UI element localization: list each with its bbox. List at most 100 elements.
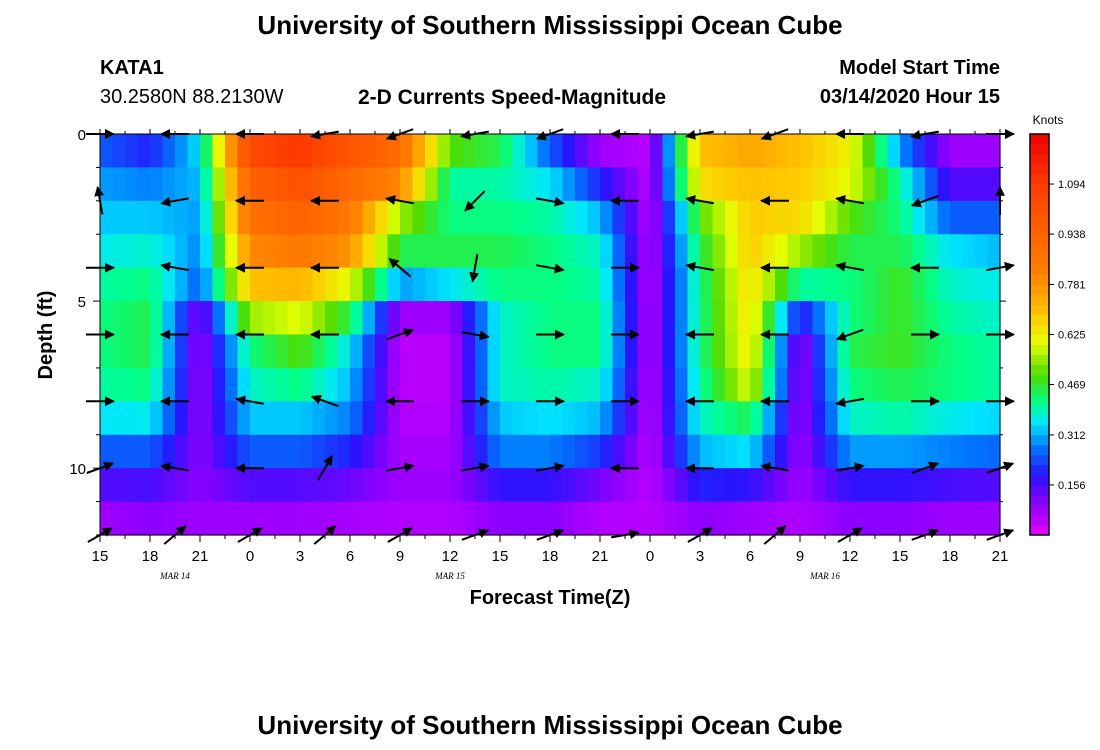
heatmap-cell [512, 367, 526, 402]
y-tick-label: 0 [78, 127, 86, 144]
heatmap-cell [137, 468, 151, 503]
heatmap-cell [387, 200, 401, 235]
heatmap-cell [350, 301, 364, 336]
heatmap-cell [500, 367, 514, 402]
heatmap-cell [275, 200, 289, 235]
heatmap-cell [237, 234, 251, 269]
y-tick-label: 10 [69, 461, 86, 478]
current-arrow [835, 328, 864, 341]
x-tick-label: 6 [346, 548, 354, 565]
heatmap-cell [862, 200, 876, 235]
heatmap-cell [412, 401, 426, 436]
colorbar-segment [1030, 474, 1049, 486]
heatmap-cell [300, 334, 314, 369]
heatmap-cell [850, 234, 864, 269]
heatmap-cell [362, 301, 376, 336]
heatmap-cell [550, 501, 564, 536]
heatmap-cell [887, 401, 901, 436]
heatmap-cell [550, 267, 564, 302]
current-arrow [461, 462, 490, 473]
x-tick-label: 6 [746, 548, 754, 565]
heatmap-cell [925, 267, 939, 302]
heatmap-cell [737, 301, 751, 336]
heatmap-cell [187, 468, 201, 503]
heatmap-cell [612, 501, 626, 536]
heatmap-cell [637, 200, 651, 235]
heatmap-cell [537, 501, 551, 536]
heatmap-cell [612, 134, 626, 169]
heatmap-cell [937, 334, 951, 369]
heatmap-cell [400, 434, 414, 469]
heatmap-cell [437, 134, 451, 169]
heatmap-cell [537, 200, 551, 235]
heatmap-cell [350, 267, 364, 302]
heatmap-cell [125, 234, 139, 269]
heatmap-cell [812, 401, 826, 436]
heatmap-cell [375, 334, 389, 369]
heatmap-cell [262, 134, 276, 169]
heatmap-cell [875, 367, 889, 402]
heatmap-cell [862, 401, 876, 436]
heatmap-cell [325, 234, 339, 269]
heatmap-cell [287, 200, 301, 235]
heatmap-cell [150, 501, 164, 536]
heatmap-cell [700, 367, 714, 402]
heatmap-cell [362, 167, 376, 202]
heatmap-cell [712, 501, 726, 536]
heatmap-cell [400, 334, 414, 369]
heatmap-cell [950, 367, 964, 402]
heatmap-cell [837, 301, 851, 336]
heatmap-cell [962, 301, 976, 336]
heatmap-cell [312, 167, 326, 202]
heatmap-cell [300, 468, 314, 503]
heatmap-cell [587, 200, 601, 235]
heatmap-cell [587, 434, 601, 469]
heatmap-cell [912, 301, 926, 336]
heatmap-cell [662, 134, 676, 169]
current-arrow [536, 196, 565, 207]
heatmap-cell [400, 468, 414, 503]
heatmap-cell [362, 367, 376, 402]
heatmap-cell [512, 434, 526, 469]
heatmap-cell [987, 334, 1001, 369]
heatmap-cell [437, 501, 451, 536]
heatmap-cell [100, 501, 114, 536]
heatmap-cell [825, 167, 839, 202]
heatmap-cell [287, 234, 301, 269]
heatmap-cell [737, 134, 751, 169]
heatmap-cell [262, 501, 276, 536]
heatmap-cell [687, 167, 701, 202]
heatmap-cell [875, 334, 889, 369]
x-tick-label: 18 [542, 548, 559, 565]
heatmap-cell [875, 501, 889, 536]
current-arrow [910, 195, 939, 208]
heatmap-cell [375, 267, 389, 302]
heatmap-cell [100, 434, 114, 469]
heatmap-cell [475, 434, 489, 469]
colorbar-segment [1030, 204, 1049, 215]
heatmap-cell [650, 434, 664, 469]
heatmap-cell [275, 434, 289, 469]
heatmap-cell [300, 267, 314, 302]
heatmap-cell [587, 501, 601, 536]
heatmap-cell [287, 267, 301, 302]
heatmap-cell [300, 434, 314, 469]
heatmap-cell [187, 401, 201, 436]
x-tick-label: 12 [442, 548, 459, 565]
x-tick-label: 12 [842, 548, 859, 565]
heatmap-cell [612, 301, 626, 336]
heatmap-cell [162, 367, 176, 402]
heatmap-cell [787, 167, 801, 202]
heatmap-cell [275, 234, 289, 269]
heatmap-cell [387, 434, 401, 469]
heatmap-cell [675, 267, 689, 302]
heatmap-cell [487, 434, 501, 469]
heatmap-cell [862, 367, 876, 402]
heatmap-cell [350, 434, 364, 469]
heatmap-cell [200, 334, 214, 369]
heatmap-cell [975, 501, 989, 536]
heatmap-cell [500, 501, 514, 536]
heatmap-cell [987, 200, 1001, 235]
heatmap-cell [600, 134, 614, 169]
heatmap-cell [475, 501, 489, 536]
